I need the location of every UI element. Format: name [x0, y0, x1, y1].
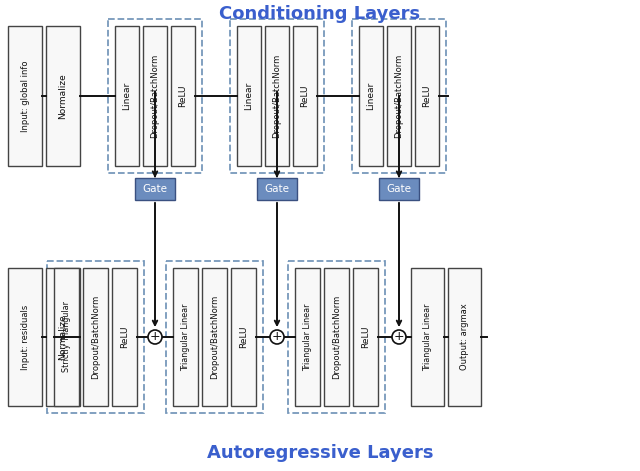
Text: Dropout/BatchNorm: Dropout/BatchNorm: [210, 295, 219, 379]
Text: ReLU: ReLU: [361, 326, 370, 348]
Bar: [54, 268, 79, 406]
Bar: [8, 268, 42, 406]
Circle shape: [270, 330, 284, 344]
Bar: [295, 268, 320, 406]
Bar: [46, 268, 80, 406]
Text: Strictly Triangular: Strictly Triangular: [62, 301, 71, 373]
Text: +: +: [150, 331, 160, 343]
Bar: [353, 268, 378, 406]
Text: +: +: [394, 331, 404, 343]
Text: Conditioning Layers: Conditioning Layers: [220, 5, 420, 23]
Text: Triangular Linear: Triangular Linear: [423, 303, 432, 371]
Text: Input: global info: Input: global info: [20, 60, 29, 132]
Bar: [202, 268, 227, 406]
Text: Dropout/BatchNorm: Dropout/BatchNorm: [394, 54, 403, 138]
Circle shape: [148, 330, 162, 344]
Bar: [411, 268, 444, 406]
Bar: [257, 178, 297, 200]
Text: Output: argmax: Output: argmax: [460, 304, 469, 370]
Bar: [83, 268, 108, 406]
Text: Normalize: Normalize: [58, 314, 67, 360]
Circle shape: [392, 330, 406, 344]
Bar: [293, 26, 317, 166]
Bar: [379, 178, 419, 200]
Bar: [415, 26, 439, 166]
Bar: [352, 19, 446, 173]
Text: Input: residuals: Input: residuals: [20, 304, 29, 370]
Bar: [359, 26, 383, 166]
Text: ReLU: ReLU: [120, 326, 129, 348]
Bar: [143, 26, 167, 166]
Text: Triangular Linear: Triangular Linear: [181, 303, 190, 371]
Text: Dropout/BatchNorm: Dropout/BatchNorm: [91, 295, 100, 379]
Text: Gate: Gate: [264, 184, 289, 194]
Text: Dropout/BatchNorm: Dropout/BatchNorm: [150, 54, 159, 138]
Text: Linear: Linear: [122, 82, 131, 110]
Bar: [166, 261, 263, 413]
Bar: [387, 26, 411, 166]
Bar: [171, 26, 195, 166]
Bar: [173, 268, 198, 406]
Bar: [8, 26, 42, 166]
Bar: [231, 268, 256, 406]
Text: Normalize: Normalize: [58, 73, 67, 119]
Text: Autoregressive Layers: Autoregressive Layers: [207, 444, 433, 462]
Text: Dropout/BatchNorm: Dropout/BatchNorm: [273, 54, 282, 138]
Bar: [237, 26, 261, 166]
Text: Gate: Gate: [143, 184, 168, 194]
Bar: [46, 26, 80, 166]
Bar: [115, 26, 139, 166]
Bar: [47, 261, 144, 413]
Bar: [288, 261, 385, 413]
Bar: [265, 26, 289, 166]
Text: ReLU: ReLU: [422, 85, 431, 107]
Bar: [448, 268, 481, 406]
Bar: [324, 268, 349, 406]
Bar: [230, 19, 324, 173]
Bar: [112, 268, 137, 406]
Text: Dropout/BatchNorm: Dropout/BatchNorm: [332, 295, 341, 379]
Text: Gate: Gate: [387, 184, 412, 194]
Bar: [108, 19, 202, 173]
Text: ReLU: ReLU: [179, 85, 188, 107]
Bar: [135, 178, 175, 200]
Text: ReLU: ReLU: [301, 85, 310, 107]
Text: Triangular Linear: Triangular Linear: [303, 303, 312, 371]
Text: Linear: Linear: [244, 82, 253, 110]
Text: ReLU: ReLU: [239, 326, 248, 348]
Text: +: +: [272, 331, 282, 343]
Text: Linear: Linear: [367, 82, 376, 110]
